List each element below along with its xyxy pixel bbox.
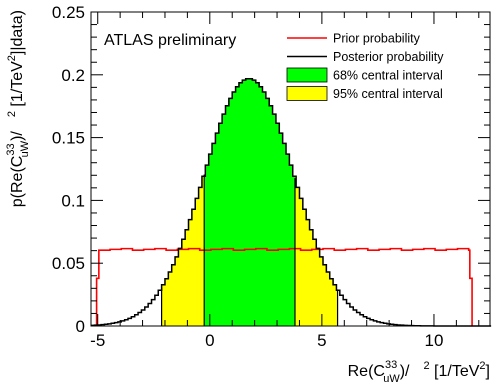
legend-fill-swatch	[286, 67, 328, 83]
y-tick-label: 0.2	[61, 66, 85, 85]
interval-fill-bin	[316, 248, 321, 326]
interval-fill-bin	[191, 209, 196, 326]
interval-fill-bin	[255, 82, 260, 326]
legend-label: 95% central interval	[333, 87, 443, 101]
y-tick-label: 0	[76, 317, 85, 336]
tick-labels: -5 0 5 10 0 0.05 0.1 0.15 0.2 0.25	[52, 3, 444, 350]
interval-fill-bin	[292, 176, 296, 326]
interval-fill-bin	[175, 256, 179, 326]
y-tick-label: 0.1	[61, 191, 85, 210]
interval-fill-bin	[252, 80, 257, 326]
interval-fill-bin	[222, 114, 226, 326]
interval-fill-bin	[201, 176, 205, 326]
interval-fill-bin	[323, 264, 327, 326]
interval-fill-bin	[205, 165, 210, 326]
interval-fill-bin	[171, 264, 176, 326]
interval-fill-bin	[198, 187, 203, 326]
interval-fill-bin	[178, 248, 183, 326]
interval-fill-bin	[249, 78, 253, 326]
interval-fill-bin	[215, 133, 220, 326]
interval-fill-bin	[161, 284, 166, 326]
interval-fill-bin	[286, 154, 290, 326]
annotation-label: ATLAS preliminary	[104, 32, 236, 49]
interval-fill-bin	[204, 176, 206, 326]
x-tick-label: 5	[317, 331, 326, 350]
prior-probability-line	[95, 247, 473, 326]
interval-fill-bin	[168, 272, 173, 326]
interval-fill-bin	[235, 86, 240, 327]
interval-fill-bin	[299, 198, 304, 326]
interval-fill-bin	[296, 187, 300, 326]
interval-fill-bin	[272, 114, 277, 326]
y-tick-label: 0.25	[52, 3, 85, 22]
x-axis-title: Re(C33 uW)/2 [1/TeV2]	[348, 359, 490, 385]
plot-frame	[90, 11, 491, 327]
interval-fill-bin	[185, 229, 189, 326]
interval-fill-bin	[238, 82, 243, 326]
interval-fill-bin	[262, 92, 267, 326]
y-axis-title: p(Re(C33 uW)/2 [1/TeV2]|data)	[5, 10, 31, 207]
interval-fill-bin	[275, 123, 280, 326]
interval-fill-bin	[265, 98, 270, 326]
interval-fill-bin	[181, 239, 186, 326]
interval-fill-bin	[232, 92, 236, 326]
legend-label: Prior probability	[333, 32, 421, 46]
interval-fill-bin	[188, 219, 193, 326]
legend: Prior probability Posterior probability 68…	[286, 32, 444, 101]
interval-fill-bin	[282, 143, 287, 326]
interval-dividers	[161, 174, 339, 326]
interval-fill-bin	[319, 256, 324, 326]
interval-fill-bin	[269, 105, 273, 327]
interval-fill-bin	[259, 86, 263, 327]
interval-fill-bin	[212, 143, 216, 326]
interval-fill-bin	[309, 229, 314, 326]
interval-fill-bin	[333, 284, 337, 326]
legend-label: Posterior probability	[333, 50, 444, 64]
interval-fill-bin	[218, 123, 223, 326]
x-tick-label: 10	[424, 331, 443, 350]
interval-fill-bin	[242, 80, 247, 326]
interval-fill-bin	[302, 209, 307, 326]
interval-fill-bin	[329, 278, 334, 326]
interval-fill-bin	[195, 198, 199, 326]
interval-fill-bin	[225, 105, 230, 327]
interval-fill-bin	[294, 176, 297, 326]
interval-fill-bin	[306, 219, 310, 326]
interval-fill-bin	[208, 154, 213, 326]
legend-label: 68% central interval	[333, 69, 443, 83]
interval-fill-bin	[279, 133, 284, 326]
y-tick-label: 0.15	[52, 129, 85, 148]
interval-fill-bin	[164, 278, 169, 326]
axis-ticks	[91, 11, 490, 327]
x-tick-label: 0	[205, 331, 214, 350]
interval-fill-bin	[312, 239, 317, 326]
y-tick-label: 0.05	[52, 254, 85, 273]
interval-fills	[161, 78, 338, 327]
x-tick-label: -5	[90, 331, 105, 350]
interval-fill-bin	[326, 272, 331, 326]
interval-fill-bin	[245, 78, 250, 326]
legend-fill-swatch	[286, 86, 328, 101]
interval-fill-bin	[289, 165, 294, 326]
interval-fill-bin	[228, 98, 233, 326]
